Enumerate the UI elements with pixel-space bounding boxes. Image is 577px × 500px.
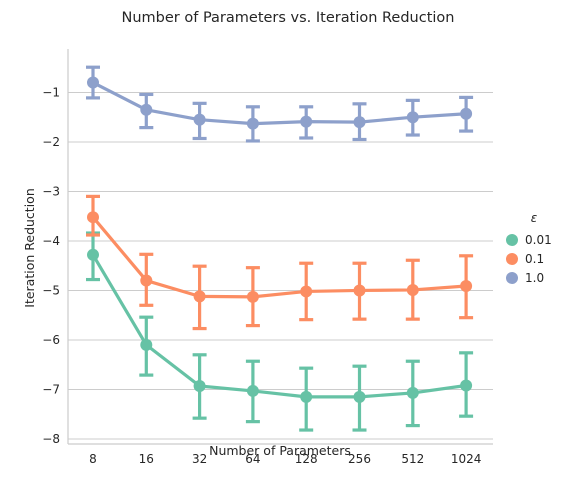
data-point (140, 274, 153, 287)
data-point (140, 103, 153, 116)
data-point (87, 76, 99, 89)
grid-lines (68, 91, 493, 440)
y-tick-label: −4 (42, 234, 60, 248)
x-tick-label: 16 (139, 452, 154, 466)
data-point (460, 379, 473, 392)
data-point (353, 116, 366, 129)
legend-label: 0.1 (525, 252, 544, 266)
data-point (300, 115, 313, 128)
data-series (86, 65, 474, 432)
axes (67, 49, 493, 445)
x-tick-label: 8 (89, 452, 97, 466)
data-point (460, 107, 473, 120)
series-line (91, 253, 467, 399)
data-point (353, 284, 366, 297)
data-point (193, 379, 206, 392)
y-tick-label: −6 (42, 333, 60, 347)
data-point (193, 290, 206, 303)
x-tick-label: 1024 (451, 452, 482, 466)
x-tick-label: 64 (245, 452, 260, 466)
legend-label: 0.01 (525, 233, 552, 247)
legend: ε 0.01 0.1 1.0 (506, 211, 552, 285)
data-point (300, 390, 313, 403)
data-point (406, 111, 419, 124)
data-point (193, 113, 206, 126)
y-tick-label: −7 (42, 382, 60, 396)
legend-label: 1.0 (525, 271, 544, 285)
tick-labels: −1 −2 −3 −4 −5 −6 −7 −8 8 16 32 64 128 256 512 1024 (42, 85, 481, 466)
x-tick-label: 256 (348, 452, 371, 466)
legend-marker (506, 272, 518, 284)
data-point (300, 285, 313, 298)
data-point (406, 386, 419, 399)
legend-title: ε (531, 211, 538, 225)
series-line (91, 216, 467, 299)
data-point (246, 384, 259, 397)
y-tick-label: −5 (42, 283, 60, 297)
data-point (87, 211, 99, 224)
x-axis-label: Number of Parameters (209, 443, 351, 458)
data-point (460, 279, 473, 292)
x-tick-label: 512 (401, 452, 424, 466)
y-tick-label: −2 (42, 135, 60, 149)
data-point (353, 390, 366, 403)
data-point (406, 283, 419, 296)
chart-title: Number of Parameters vs. Iteration Reduc… (122, 10, 455, 26)
data-point (246, 290, 259, 303)
legend-marker (506, 253, 518, 265)
x-tick-label: 32 (192, 452, 207, 466)
series-line (92, 81, 467, 126)
legend-marker (506, 234, 518, 246)
data-point (140, 338, 153, 351)
y-tick-label: −3 (42, 184, 60, 198)
data-point (87, 248, 99, 261)
y-axis-label: Iteration Reduction (22, 188, 37, 307)
y-tick-label: −1 (42, 85, 60, 99)
x-tick-label: 128 (295, 452, 318, 466)
series-0.01 (86, 231, 474, 432)
series-0.1 (86, 194, 474, 331)
data-point (246, 117, 259, 130)
y-tick-label: −8 (42, 432, 60, 446)
series-1.0 (86, 65, 474, 143)
